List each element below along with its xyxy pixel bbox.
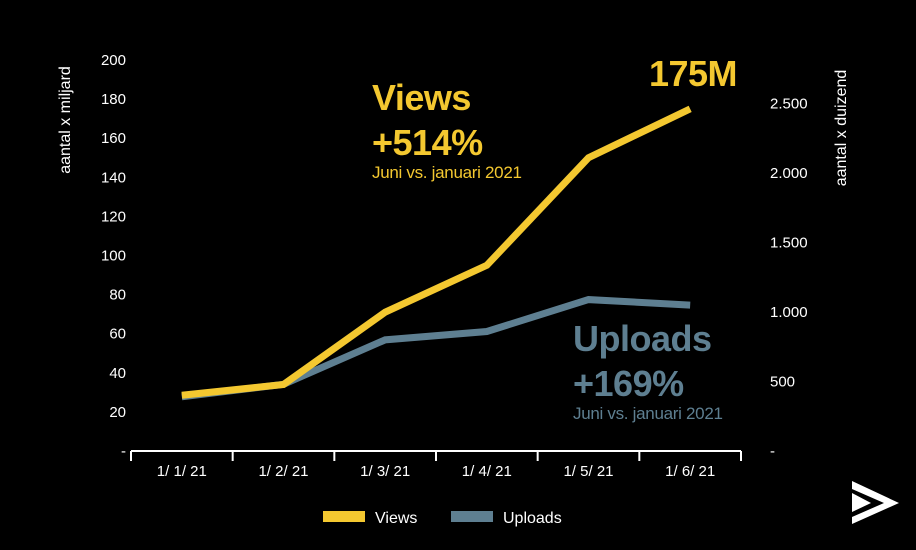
x-tick-label: 1/ 3/ 21 <box>360 463 410 480</box>
uploads-annotation-change: +169% <box>573 363 684 404</box>
legend-swatch-uploads <box>451 511 493 522</box>
x-tick-label: 1/ 2/ 21 <box>258 463 308 480</box>
right-axis-ticks: - 500 1.000 1.500 2.000 2.500 <box>770 96 808 460</box>
y2-tick-label: 2.500 <box>770 96 808 113</box>
views-annotation-title: Views <box>372 77 471 118</box>
y-tick-label: 200 <box>101 52 126 69</box>
x-tick-label: 1/ 6/ 21 <box>665 463 715 480</box>
legend-swatch-views <box>323 511 365 522</box>
series-layer <box>181 105 692 401</box>
views-annotation-note: Juni vs. januari 2021 <box>372 163 522 182</box>
legend-label-uploads: Uploads <box>503 510 562 527</box>
uploads-annotation-title: Uploads <box>573 318 712 359</box>
y-tick-label: 180 <box>101 91 126 108</box>
y2-tick-label: 2.000 <box>770 165 808 182</box>
y-tick-label: 80 <box>109 287 126 304</box>
legend-label-views: Views <box>375 510 417 527</box>
peak-value-annotation: 175M <box>649 53 737 94</box>
y2-tick-label: - <box>770 443 775 460</box>
views-annotation-change: +514% <box>372 122 483 163</box>
series-line-views <box>181 105 692 399</box>
y-tick-label: 140 <box>101 169 126 186</box>
y2-tick-label: 500 <box>770 374 795 391</box>
y-axis-label: aantal x miljard <box>57 66 74 174</box>
x-tick-label: 1/ 4/ 21 <box>462 463 512 480</box>
y-tick-label: 60 <box>109 326 126 343</box>
x-axis: 1/ 1/ 21 1/ 2/ 21 1/ 3/ 21 1/ 4/ 21 1/ 5/ 21… <box>130 450 742 480</box>
y-tick-label: 160 <box>101 130 126 147</box>
left-axis-ticks: - 20 40 60 80 100 120 140 160 180 200 <box>101 52 126 460</box>
y-tick-label: 120 <box>101 208 126 225</box>
uploads-annotation-note: Juni vs. januari 2021 <box>573 404 723 423</box>
x-tick-label: 1/ 1/ 21 <box>157 463 207 480</box>
y-tick-label: 20 <box>109 404 126 421</box>
y-tick-label: - <box>121 443 126 460</box>
play-arrow-icon <box>852 481 899 524</box>
y2-tick-label: 1.500 <box>770 235 808 252</box>
y-tick-label: 100 <box>101 248 126 265</box>
y2-axis-label: aantal x duizend <box>833 70 850 187</box>
x-tick-label: 1/ 5/ 21 <box>563 463 613 480</box>
y2-tick-label: 1.000 <box>770 304 808 321</box>
y-tick-label: 40 <box>109 365 126 382</box>
legend: Views Uploads <box>323 510 562 527</box>
